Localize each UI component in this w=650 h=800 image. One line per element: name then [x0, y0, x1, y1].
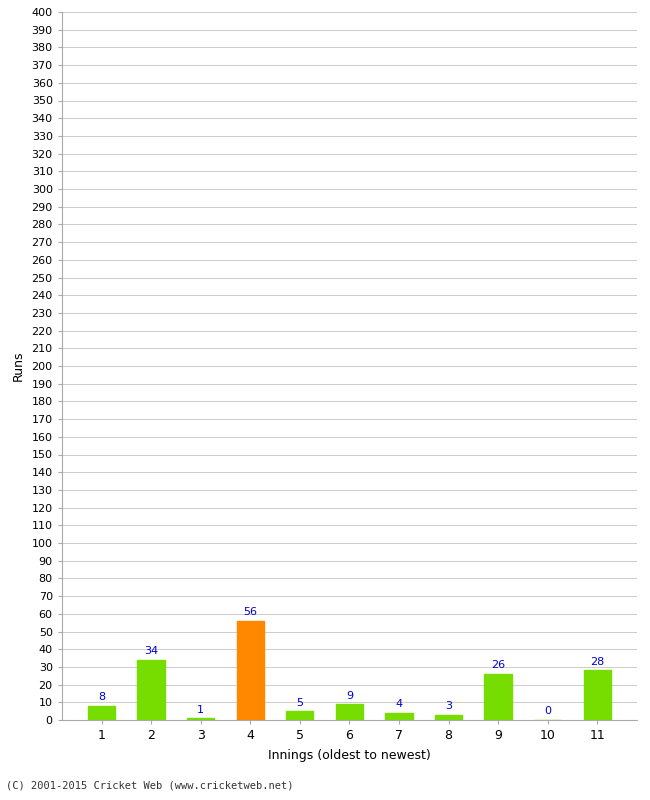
Text: 9: 9 — [346, 690, 353, 701]
Bar — [137, 660, 164, 720]
Text: 5: 5 — [296, 698, 304, 708]
Y-axis label: Runs: Runs — [12, 350, 25, 382]
X-axis label: Innings (oldest to newest): Innings (oldest to newest) — [268, 749, 431, 762]
Text: 1: 1 — [197, 705, 204, 714]
Text: 28: 28 — [590, 657, 605, 667]
Bar — [237, 621, 264, 720]
Text: 56: 56 — [243, 607, 257, 618]
Text: 34: 34 — [144, 646, 158, 656]
Text: 8: 8 — [98, 692, 105, 702]
Bar — [435, 714, 462, 720]
Text: (C) 2001-2015 Cricket Web (www.cricketweb.net): (C) 2001-2015 Cricket Web (www.cricketwe… — [6, 781, 294, 790]
Text: 26: 26 — [491, 661, 505, 670]
Text: 0: 0 — [544, 706, 551, 717]
Text: 3: 3 — [445, 701, 452, 711]
Bar — [584, 670, 611, 720]
Bar — [336, 704, 363, 720]
Text: 4: 4 — [395, 699, 402, 710]
Bar — [286, 711, 313, 720]
Bar — [385, 713, 413, 720]
Bar — [187, 718, 214, 720]
Bar — [88, 706, 115, 720]
Bar — [484, 674, 512, 720]
